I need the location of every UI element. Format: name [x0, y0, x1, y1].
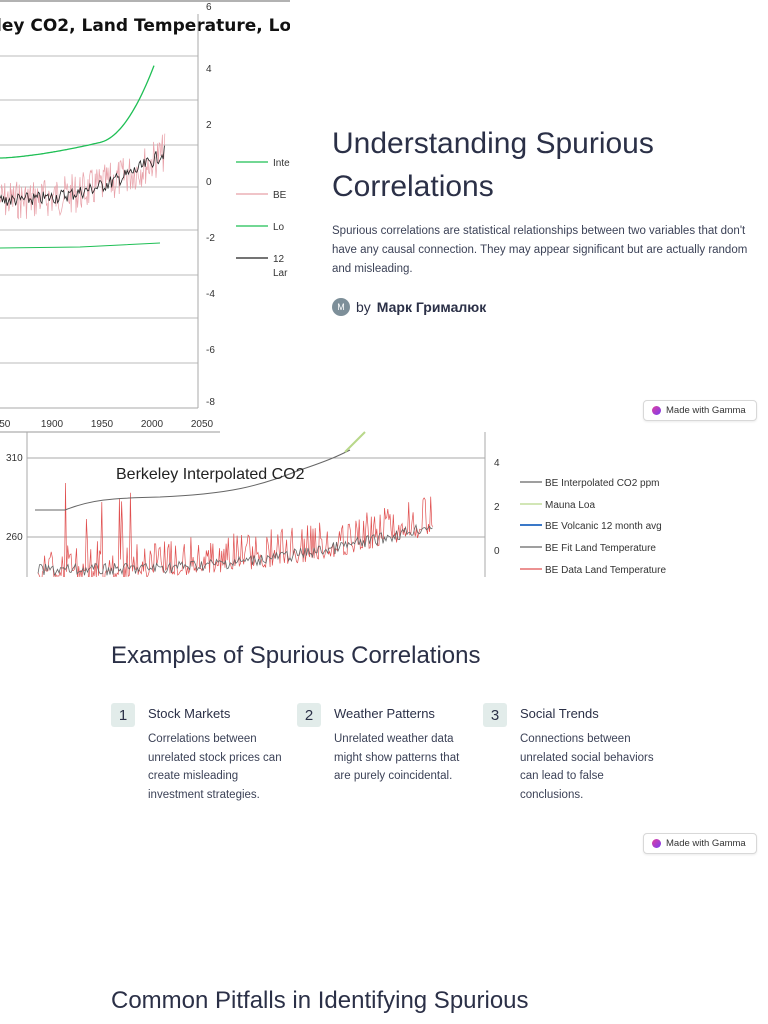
author-name: Марк Грималюк — [376, 299, 487, 315]
made-with-gamma-button[interactable]: Made with Gamma — [643, 400, 757, 421]
y-tick-label: 0 — [206, 177, 212, 188]
co2-line — [0, 65, 155, 159]
y-tick-label: -8 — [206, 397, 215, 408]
legend-label: Inte — [273, 158, 290, 169]
legend-label: BE Interpolated CO2 ppm — [545, 478, 660, 489]
legend-label: BE Fit Land Temperature — [545, 543, 656, 554]
legend-label: 12 — [273, 254, 285, 265]
co2-temperature-chart-image: ley CO2, Land Temperature, Lo 6 4 2 0 -2 -4 -6… — [0, 0, 290, 430]
intro-paragraph: Spurious correlations are statistical re… — [332, 225, 748, 275]
x-tick-label: 850 — [0, 419, 11, 430]
y-tick-label: 2 — [494, 502, 500, 513]
legend-label: Lo — [273, 222, 285, 233]
item-title: Stock Markets — [148, 706, 231, 721]
author-prefix: by — [356, 299, 371, 315]
y-tick-label: 2 — [206, 120, 212, 131]
co2-line — [35, 449, 351, 511]
item-title: Weather Patterns — [334, 706, 435, 721]
legend-label: BE Volcanic 12 month avg — [545, 521, 662, 532]
legend-label: Lar — [273, 268, 288, 279]
badge-label: Made with Gamma — [666, 405, 746, 416]
pitfalls-heading: Common Pitfalls in Identifying Spurious — [111, 987, 529, 1014]
gamma-logo-icon — [652, 839, 661, 848]
badge-label: Made with Gamma — [666, 838, 746, 849]
item-description: Correlations between unrelated stock pri… — [148, 733, 282, 801]
item-number: 1 — [111, 703, 135, 727]
x-tick-label: 2050 — [191, 419, 214, 430]
y-tick-label: -2 — [206, 233, 215, 244]
temperature-avg-line — [0, 145, 165, 206]
chart2-inline-label: Berkeley Interpolated CO2 — [116, 466, 305, 483]
made-with-gamma-button[interactable]: Made with Gamma — [643, 833, 757, 854]
chart1-title: ley CO2, Land Temperature, Lo — [0, 16, 290, 36]
x-tick-label: 2000 — [141, 419, 164, 430]
y-tick-label: -6 — [206, 345, 215, 356]
item-description: Unrelated weather data might show patter… — [334, 733, 460, 782]
y-tick-label: 4 — [206, 64, 212, 75]
page-title: Understanding Spurious Correlations — [332, 127, 654, 203]
mauna-loa-line — [344, 431, 366, 453]
x-tick-label: 1950 — [91, 419, 114, 430]
avatar: M — [332, 298, 350, 316]
examples-heading: Examples of Spurious Correlations — [111, 642, 481, 669]
legend-label: Mauna Loa — [545, 500, 595, 511]
y-tick-label: 6 — [206, 2, 212, 13]
gamma-logo-icon — [652, 406, 661, 415]
log-co2-line — [0, 242, 161, 249]
y-tick-label: 260 — [6, 532, 23, 543]
legend-label: BE — [273, 190, 287, 201]
y-tick-label: 310 — [6, 453, 23, 464]
item-number: 2 — [297, 703, 321, 727]
temperature-fit-line — [37, 523, 433, 577]
legend-label: BE Data Land Temperature — [545, 565, 666, 576]
item-number: 3 — [483, 703, 507, 727]
item-title: Social Trends — [520, 706, 599, 721]
berkeley-co2-chart-image: Berkeley Interpolated CO2 310 260 4 2 0 BE I… — [0, 430, 680, 577]
item-description: Connections between unrelated social beh… — [520, 733, 654, 801]
y-tick-label: 0 — [494, 546, 500, 557]
y-tick-label: 4 — [494, 458, 500, 469]
author-byline: M by Марк Грималюк — [332, 298, 486, 316]
y-tick-label: -4 — [206, 289, 215, 300]
x-tick-label: 1900 — [41, 419, 64, 430]
